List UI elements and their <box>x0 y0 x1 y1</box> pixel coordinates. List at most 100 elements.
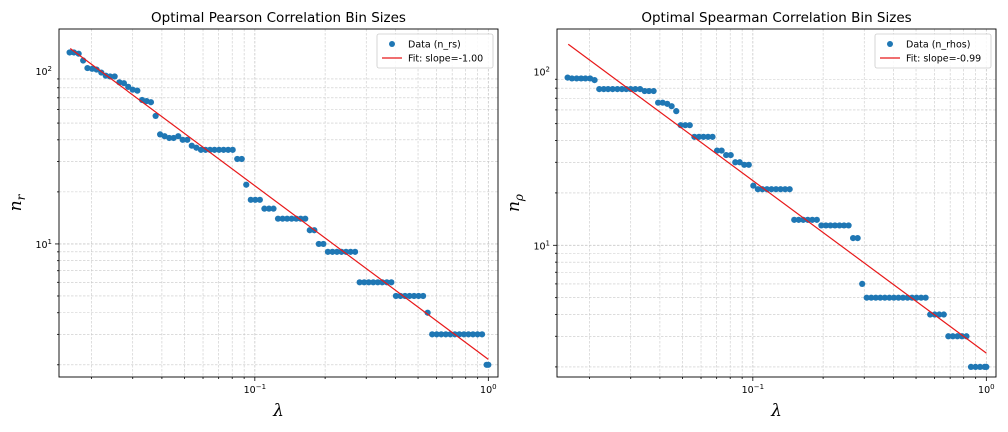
data-point <box>265 205 273 212</box>
y-axis-label: nr <box>6 193 28 211</box>
data-point <box>166 134 173 142</box>
fit-line <box>567 43 987 354</box>
data-point <box>686 122 693 129</box>
data-point <box>374 279 381 286</box>
data-point <box>836 222 843 229</box>
data-point <box>895 294 902 301</box>
data-point <box>918 294 925 301</box>
data-point <box>609 86 616 93</box>
data-point <box>320 240 327 248</box>
data-point <box>356 279 363 286</box>
chart-panel-pearson: 10−1 100 101 102 Optimal Pearson Correlation… <box>6 10 499 421</box>
data-point <box>347 248 354 255</box>
data-point <box>329 248 336 255</box>
data-point <box>795 216 802 223</box>
data-point <box>723 151 730 159</box>
y-tick-label: 102 <box>533 65 550 78</box>
x-axis-label: λ <box>272 401 284 421</box>
legend-box <box>376 33 494 69</box>
data-point <box>220 146 227 153</box>
legend: Data (n_rs) Fit: slope=-1.00 <box>376 33 494 69</box>
data-point <box>134 87 141 94</box>
data-point <box>442 331 449 338</box>
data-point <box>859 280 866 287</box>
data-point <box>645 87 653 95</box>
data-point <box>754 186 761 193</box>
data-point <box>700 133 707 140</box>
data-point <box>899 294 907 301</box>
data-point <box>936 311 943 318</box>
data-point <box>827 222 834 229</box>
legend-marker <box>389 41 395 47</box>
data-point <box>695 133 703 140</box>
chart-title: Optimal Pearson Correlation Bin Sizes <box>151 10 406 26</box>
data-point <box>338 248 345 255</box>
plot-frame <box>556 28 997 378</box>
data-point <box>573 75 580 82</box>
x-tick-label: 100 <box>480 383 497 396</box>
data-point <box>392 292 400 300</box>
data-point <box>420 292 427 300</box>
data-point <box>229 146 236 153</box>
data-point <box>713 147 721 154</box>
data-point <box>596 86 603 93</box>
data-point <box>302 215 309 222</box>
data-point <box>772 186 780 193</box>
data-point <box>252 196 259 203</box>
data-series-spearman <box>564 74 990 371</box>
y-axis-label: nρ <box>504 194 526 212</box>
data-point <box>732 159 739 166</box>
data-point <box>342 248 350 255</box>
data-point <box>972 363 979 371</box>
data-point <box>433 331 440 338</box>
plot-frame <box>58 28 499 378</box>
data-point <box>791 216 798 223</box>
data-point <box>107 73 114 80</box>
data-point <box>854 234 861 242</box>
data-point <box>270 205 277 212</box>
legend-label-data: Data (n_rs) <box>408 40 461 51</box>
data-point <box>129 86 136 93</box>
data-point <box>120 80 128 87</box>
data-point <box>682 122 689 129</box>
data-point <box>655 99 662 106</box>
data-point <box>297 215 304 222</box>
data-point <box>243 181 250 188</box>
data-point <box>410 292 418 300</box>
data-point <box>718 147 725 154</box>
data-point <box>831 222 839 229</box>
data-point <box>111 73 118 80</box>
data-point <box>456 331 463 338</box>
data-point <box>822 222 830 229</box>
y-tick-label: 102 <box>35 65 52 78</box>
data-point <box>125 83 132 90</box>
data-point <box>184 136 191 143</box>
data-point <box>704 133 712 140</box>
data-point <box>863 294 870 301</box>
data-point <box>881 294 888 301</box>
data-point <box>225 146 232 153</box>
data-point <box>745 161 752 168</box>
data-point <box>872 294 879 301</box>
data-point <box>591 76 598 84</box>
data-point <box>438 331 445 338</box>
data-point <box>279 215 286 222</box>
data-point <box>940 311 947 318</box>
y-tick-label: 101 <box>533 239 550 252</box>
legend-label-fit: Fit: slope=-1.00 <box>408 54 483 65</box>
data-point <box>485 361 492 368</box>
data-point <box>813 216 820 223</box>
data-series-pearson <box>66 49 492 368</box>
data-point <box>913 294 920 301</box>
data-point <box>922 294 929 301</box>
data-point <box>976 363 984 371</box>
data-point <box>388 279 395 286</box>
data-point <box>877 294 884 301</box>
chart-panel-spearman: 10−1 100 101 102 Optimal Spearman Correlatio… <box>504 10 997 421</box>
data-point <box>288 215 295 222</box>
data-point <box>641 87 648 95</box>
x-tick-label: 10−1 <box>244 383 266 396</box>
data-point <box>256 196 263 203</box>
data-point <box>333 248 341 255</box>
